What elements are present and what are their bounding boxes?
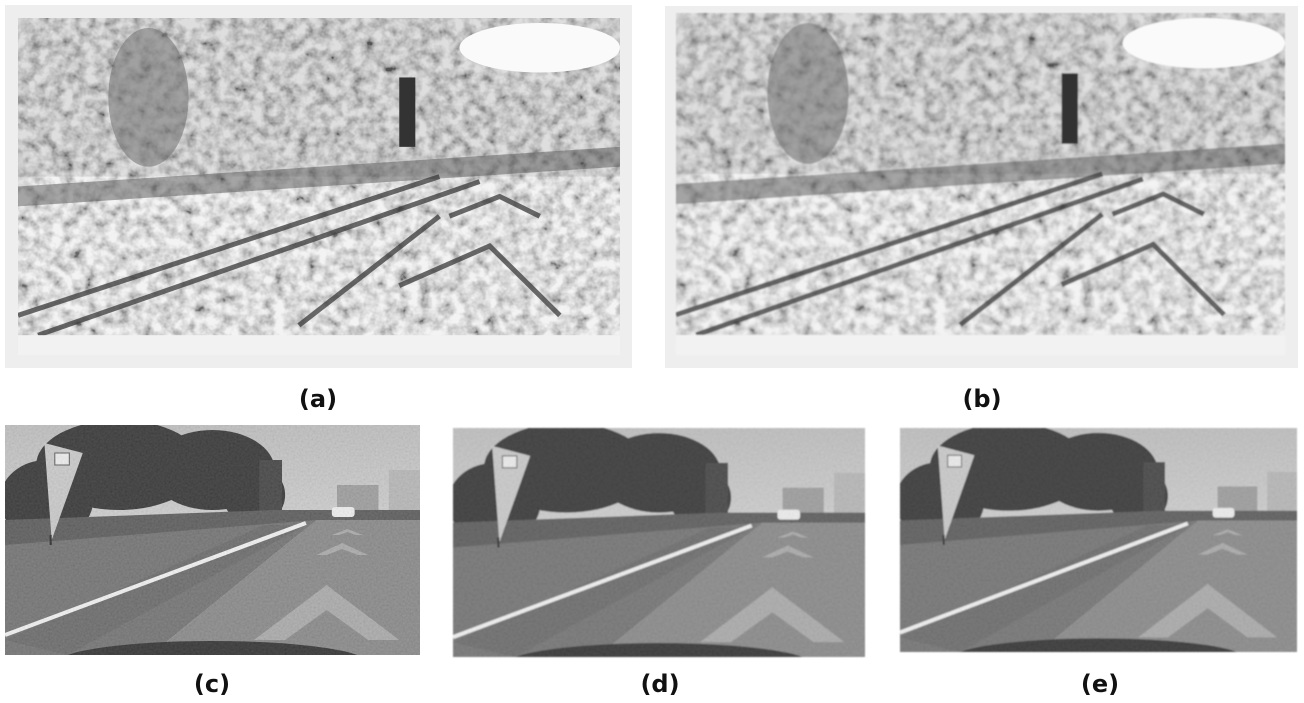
panel-d: (d) bbox=[448, 423, 865, 698]
panel-label: (d) bbox=[640, 670, 679, 698]
panel-e: (e) bbox=[895, 423, 1297, 698]
figure: (a) (b) (c) (d) (e) bbox=[0, 0, 1304, 703]
panel-c: (c) bbox=[0, 420, 420, 698]
road-image bbox=[0, 420, 420, 685]
edge-image bbox=[676, 13, 1285, 355]
panel-a: (a) bbox=[5, 5, 632, 413]
edge-image bbox=[18, 18, 620, 355]
panel-label: (e) bbox=[1081, 670, 1119, 698]
panel-b: (b) bbox=[665, 6, 1298, 413]
panel-label: (b) bbox=[962, 385, 1001, 413]
panel-label: (a) bbox=[299, 385, 337, 413]
road-image bbox=[895, 423, 1297, 681]
panel-label: (c) bbox=[194, 670, 230, 698]
road-image bbox=[448, 423, 865, 687]
